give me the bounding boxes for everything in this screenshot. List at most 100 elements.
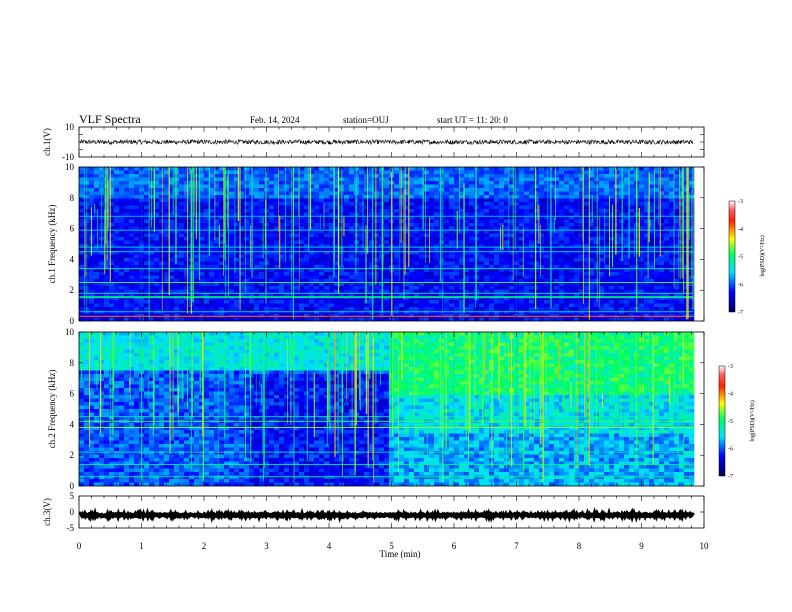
spectrogram-cell (394, 261, 400, 266)
spectrogram-cell (159, 286, 165, 290)
spectrogram-cell (119, 303, 125, 308)
spectrogram-cell (119, 261, 125, 266)
spectrogram-cell (259, 296, 265, 301)
spectrogram-cell (519, 198, 525, 203)
spectrogram-cell (299, 272, 305, 276)
spectrogram-cell (444, 230, 450, 234)
spectrogram-cell (254, 184, 260, 189)
spectrogram-cell (584, 237, 590, 241)
spectrogram-cell (109, 212, 115, 217)
spectrogram-cell (309, 174, 315, 178)
spectrogram-cell (494, 177, 500, 182)
spectrogram-cell (134, 310, 140, 315)
spectrogram-cell (104, 247, 110, 252)
spectrogram-cell (309, 240, 315, 245)
spectrogram-cell (509, 219, 515, 224)
spectrogram-cell (549, 237, 555, 241)
spectrogram-cell (374, 247, 380, 252)
spectrogram-cell (329, 317, 335, 321)
spectrogram-cell (609, 240, 615, 245)
spectrogram-cell (559, 300, 565, 304)
spectrogram-cell (209, 240, 215, 245)
spectrogram-cell (324, 268, 330, 273)
spectrogram-cell (484, 272, 490, 276)
spectrogram-cell (244, 240, 250, 245)
spectrogram-cell (179, 282, 185, 287)
spectrogram-cell (544, 237, 550, 241)
spectrogram-cell (439, 254, 445, 259)
spectrogram-cell (334, 219, 340, 224)
spectrogram-cell (79, 167, 85, 171)
spectrogram-cell (569, 310, 575, 315)
spectrogram-cell (199, 195, 205, 199)
spectrogram-cell (404, 174, 410, 178)
spectrogram-cell (544, 170, 550, 175)
spectrogram-cell (249, 310, 255, 315)
spectrogram-cell (369, 209, 375, 213)
spectrogram-cell (99, 174, 105, 178)
spectrogram-cell (494, 254, 500, 259)
spectrogram-cell (369, 310, 375, 315)
spectrogram-cell (349, 219, 355, 224)
spectrogram-cell (364, 202, 370, 206)
spectrogram-cell (239, 289, 245, 294)
spectrogram-cell (459, 275, 465, 280)
spectrogram-cell (579, 205, 585, 210)
spectrogram-cell (584, 230, 590, 234)
spectrogram-cell (604, 174, 610, 178)
spectrogram-cell (329, 244, 335, 248)
spectrogram-cell (274, 282, 280, 287)
spectrogram-cell (624, 265, 630, 269)
spectrogram-cell (464, 198, 470, 203)
spectrogram-cell (99, 307, 105, 311)
spectrogram-cell (454, 272, 460, 276)
spectrogram-cell (119, 177, 125, 182)
spectrogram-cell (199, 198, 205, 203)
spectrogram-cell (559, 184, 565, 189)
spectrogram-cell (144, 184, 150, 189)
spectrogram-cell (469, 303, 475, 308)
spectrogram-cell (114, 181, 120, 185)
spectrogram-cell (504, 212, 510, 217)
spectrogram-cell (254, 261, 260, 266)
spectrogram-cell (394, 226, 400, 231)
spectrogram-cell (184, 300, 190, 304)
spectrogram-cell (104, 195, 110, 199)
spectrogram-cell (409, 261, 415, 266)
spectrogram-cell (319, 307, 325, 311)
spectrogram-cell (169, 247, 175, 252)
spectrogram-cell (329, 223, 335, 227)
spectrogram-cell (129, 219, 135, 224)
spectrogram-cell (104, 317, 110, 321)
spectrogram-cell (104, 279, 110, 283)
spectrogram-cell (599, 310, 605, 315)
spectrogram-cell (324, 188, 330, 192)
spectrogram-cell (464, 184, 470, 189)
spectrogram-cell (509, 174, 515, 178)
spectrogram-cell (269, 216, 275, 220)
spectrogram-cell (519, 237, 525, 241)
spectrogram-cell (559, 275, 565, 280)
spectrogram-cell (349, 205, 355, 210)
spectrogram-cell (459, 265, 465, 269)
spectrogram-cell (384, 244, 390, 248)
spectrogram-cell (159, 289, 165, 294)
spectrogram-cell (114, 247, 120, 252)
spectrogram-cell (199, 237, 205, 241)
spectrogram-cell (229, 170, 235, 175)
spectrogram-cell (169, 286, 175, 290)
spectrogram-cell (279, 212, 285, 217)
spectrogram-cell (319, 209, 325, 213)
spectrogram-cell (509, 268, 515, 273)
spectrogram-cell (309, 184, 315, 189)
spectrogram-cell (604, 254, 610, 259)
spectrogram-cell (154, 254, 160, 259)
spectrogram-cell (254, 223, 260, 227)
spectrogram-cell (424, 219, 430, 224)
spectrogram-cell (409, 289, 415, 294)
spectrogram-cell (219, 191, 225, 196)
spectrogram-cell (294, 202, 300, 206)
spectrogram-cell (159, 282, 165, 287)
spectrogram-cell (464, 181, 470, 185)
spectrogram-cell (554, 289, 560, 294)
